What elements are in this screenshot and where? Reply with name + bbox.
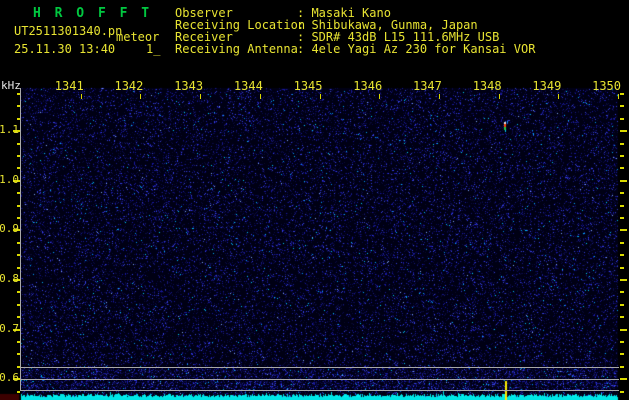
x-axis-tick — [499, 94, 500, 99]
x-axis-tick — [439, 94, 440, 99]
y-axis-tick — [17, 316, 20, 318]
y-axis-tick — [17, 118, 20, 120]
y-axis-tick — [13, 180, 20, 182]
x-axis-label: 1345 — [293, 79, 323, 93]
y-axis-tick-right — [620, 167, 624, 169]
info-label: Receiver — [175, 30, 233, 44]
y-axis-label: 0.8 — [0, 272, 19, 285]
y-axis-tick-right — [620, 267, 624, 269]
y-axis-tick-right — [620, 217, 624, 219]
y-axis-unit-label: kHz — [1, 79, 21, 92]
y-axis-label: 1.1 — [0, 123, 19, 136]
frame-counter: 1_ — [146, 42, 161, 56]
x-axis-tick — [260, 94, 261, 99]
y-axis-tick-right — [620, 391, 624, 393]
station-info: Observer : Masaki Kano Receiving Location:… — [0, 0, 629, 60]
y-axis-tick — [17, 391, 20, 393]
output-filename: UT2511301340.pn — [14, 24, 123, 38]
y-axis-tick-right — [620, 155, 624, 157]
y-axis-tick-right — [620, 366, 624, 368]
y-axis-tick — [17, 341, 20, 343]
y-axis-tick — [17, 155, 20, 157]
x-axis-tick — [200, 94, 201, 99]
y-axis-label: 0.7 — [0, 322, 19, 335]
y-axis-tick — [17, 267, 20, 269]
x-axis-label: 1348 — [472, 79, 502, 93]
y-axis-tick — [17, 192, 20, 194]
y-axis-label: 1.0 — [0, 173, 19, 186]
y-axis-tick — [17, 167, 20, 169]
y-axis-tick — [17, 242, 20, 244]
info-value: : Masaki Kano — [297, 6, 391, 20]
y-axis-tick — [13, 279, 20, 281]
y-axis-tick-right — [620, 304, 624, 306]
info-value: : 4ele Yagi Az 230 for Kansai VOR — [297, 42, 536, 56]
y-axis-tick — [13, 229, 20, 231]
app-title: H R O F F T — [33, 6, 153, 21]
x-axis-tick — [558, 94, 559, 99]
x-axis-tick — [320, 94, 321, 99]
x-axis-label: 1347 — [412, 79, 442, 93]
y-axis-tick-right — [620, 105, 624, 107]
y-axis-tick — [17, 205, 20, 207]
y-axis-tick — [17, 304, 20, 306]
info-label: Observer — [175, 6, 233, 20]
y-axis-tick — [17, 143, 20, 145]
info-label: Receiving Location — [175, 18, 306, 32]
x-axis-tick — [379, 94, 380, 99]
y-axis-label: 0.6 — [0, 371, 19, 384]
y-axis-tick-right — [620, 341, 624, 343]
x-axis-label: 1343 — [174, 79, 204, 93]
y-axis-tick-right — [620, 93, 624, 95]
x-axis-label: 1344 — [233, 79, 263, 93]
band-separator-1 — [20, 379, 619, 380]
y-axis-tick-right — [620, 316, 624, 318]
y-axis-tick-right — [620, 118, 624, 120]
y-axis-tick-right — [620, 143, 624, 145]
plot-left-border — [20, 88, 21, 391]
plot-bottom-border — [20, 367, 619, 368]
y-axis-tick-right — [620, 378, 627, 380]
x-axis-label: 1341 — [54, 79, 84, 93]
y-axis-tick — [17, 291, 20, 293]
y-axis-tick-right — [620, 242, 624, 244]
y-axis-tick-right — [620, 180, 627, 182]
y-axis-label: 0.9 — [0, 222, 19, 235]
x-axis-label: 1346 — [353, 79, 383, 93]
y-axis-tick-right — [620, 205, 624, 207]
y-axis-tick — [13, 329, 20, 331]
y-axis-tick — [17, 366, 20, 368]
y-axis-tick — [17, 254, 20, 256]
datetime-label: 25.11.30 13:40 — [14, 42, 116, 56]
y-axis-tick — [17, 217, 20, 219]
y-axis-tick-right — [620, 291, 624, 293]
x-axis-tick — [140, 94, 141, 99]
y-axis-tick — [17, 93, 20, 95]
info-value: : SDR# 43dB L15 111.6MHz USB — [297, 30, 500, 44]
y-axis-tick — [13, 378, 20, 380]
x-axis-label: 1342 — [114, 79, 144, 93]
mode-label: meteor — [116, 30, 160, 44]
x-axis-tick — [618, 94, 619, 99]
y-axis-tick-right — [620, 353, 624, 355]
y-axis-tick-right — [620, 130, 627, 132]
y-axis-tick-right — [620, 229, 627, 231]
x-axis-label: 1350 — [592, 79, 621, 93]
band-separator-2 — [20, 390, 619, 391]
info-value: : Shibukawa, Gunma, Japan — [297, 18, 478, 32]
y-axis-tick-right — [620, 254, 624, 256]
x-axis-tick — [81, 94, 82, 99]
y-axis-tick-right — [620, 329, 627, 331]
y-axis-tick — [13, 130, 20, 132]
x-axis-label: 1349 — [532, 79, 562, 93]
y-axis-tick-right — [620, 279, 627, 281]
info-label: Receiving Antenna — [175, 42, 298, 56]
y-axis-tick — [17, 105, 20, 107]
y-axis-tick-right — [620, 192, 624, 194]
y-axis-tick — [17, 353, 20, 355]
